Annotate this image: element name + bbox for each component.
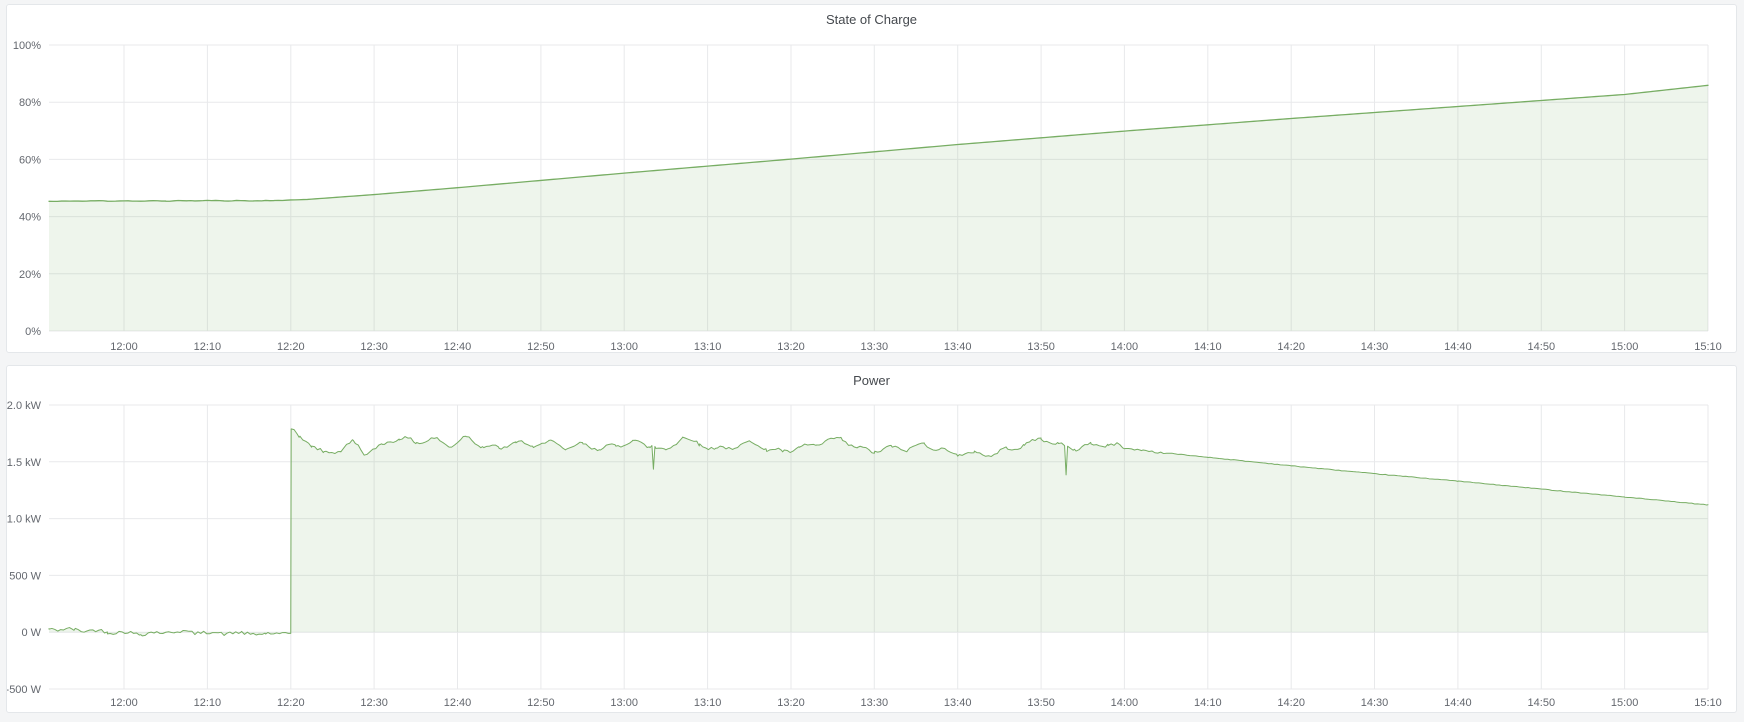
panel-state-of-charge: State of Charge 0% 20% 40% 60% 80% 100% 12:00 1… xyxy=(6,4,1737,353)
y-axis-tick-label: 100% xyxy=(13,40,41,52)
y-axis-tick-label: 1.5 kW xyxy=(7,457,42,469)
x-axis-tick-label: 14:40 xyxy=(1444,697,1472,709)
y-axis-tick-label: 80% xyxy=(19,97,41,109)
x-axis-tick-label: 14:10 xyxy=(1194,697,1222,709)
x-axis-tick-label: 12:40 xyxy=(444,697,472,709)
x-axis-tick-label: 14:40 xyxy=(1444,341,1472,353)
state-of-charge-series-line xyxy=(48,84,1709,203)
x-axis-tick-label: 13:40 xyxy=(944,697,972,709)
y-axis-tick-label: 0 W xyxy=(21,627,41,639)
x-axis-tick-label: 13:10 xyxy=(694,697,722,709)
x-axis-tick-label: 14:50 xyxy=(1528,697,1556,709)
x-axis-tick-label: 12:00 xyxy=(110,697,138,709)
x-axis-tick-label: 13:00 xyxy=(610,341,638,353)
x-axis-tick-label: 12:10 xyxy=(194,341,222,353)
power-chart[interactable]: -500 W 0 W 500 W 1.0 kW 1.5 kW 2.0 kW 12:00 12:… xyxy=(7,366,1737,713)
x-axis-tick-label: 13:00 xyxy=(610,697,638,709)
x-axis-tick-label: 13:20 xyxy=(777,697,805,709)
x-axis-tick-label: 12:50 xyxy=(527,697,555,709)
x-axis-tick-label: 12:30 xyxy=(360,697,388,709)
x-axis-tick-label: 12:00 xyxy=(110,341,138,353)
x-axis-tick-label: 14:30 xyxy=(1361,697,1389,709)
x-axis-tick-label: 13:30 xyxy=(861,697,889,709)
x-axis-tick-label: 12:40 xyxy=(444,341,472,353)
y-axis-tick-label: 1.0 kW xyxy=(7,514,42,526)
x-axis-tick-label: 13:10 xyxy=(694,341,722,353)
panel-title-power[interactable]: Power xyxy=(853,373,890,388)
x-axis-tick-label: 14:00 xyxy=(1111,697,1139,709)
x-axis-tick-label: 14:30 xyxy=(1361,341,1389,353)
x-axis-tick-label: 13:30 xyxy=(861,341,889,353)
x-axis-tick-label: 14:20 xyxy=(1277,697,1305,709)
state-of-charge-series-area xyxy=(49,85,1708,331)
x-axis-tick-label: 15:00 xyxy=(1611,697,1639,709)
panel-power: Power -500 W 0 W 500 W 1.0 kW 1.5 kW 2.0 kW 12… xyxy=(6,365,1737,713)
y-axis-tick-label: 2.0 kW xyxy=(7,400,42,412)
x-axis-tick-label: 13:20 xyxy=(777,341,805,353)
x-axis-tick-label: 12:20 xyxy=(277,341,305,353)
state-of-charge-chart[interactable]: 0% 20% 40% 60% 80% 100% 12:00 12:10 12:20 12:30 12… xyxy=(7,5,1737,353)
x-axis-tick-label: 14:20 xyxy=(1277,341,1305,353)
x-axis-tick-label: 14:00 xyxy=(1111,341,1139,353)
x-axis-tick-label: 14:10 xyxy=(1194,341,1222,353)
x-axis-tick-label: 15:10 xyxy=(1694,697,1722,709)
x-axis-tick-label: 14:50 xyxy=(1528,341,1556,353)
y-axis-tick-label: 500 W xyxy=(9,570,41,582)
power-series-area xyxy=(49,428,1708,636)
x-axis-tick-label: 13:50 xyxy=(1027,697,1055,709)
y-axis-tick-label: 0% xyxy=(25,326,41,338)
power-series-line xyxy=(48,428,1709,637)
y-axis-tick-label: 60% xyxy=(19,154,41,166)
y-axis-tick-label: 20% xyxy=(19,269,41,281)
x-axis-tick-label: 12:20 xyxy=(277,697,305,709)
y-axis-tick-label: -500 W xyxy=(7,684,42,696)
x-axis-tick-label: 13:50 xyxy=(1027,341,1055,353)
x-axis-tick-label: 12:10 xyxy=(194,697,222,709)
x-axis-tick-label: 13:40 xyxy=(944,341,972,353)
x-axis-tick-label: 15:10 xyxy=(1694,341,1722,353)
panel-title-state-of-charge[interactable]: State of Charge xyxy=(825,12,918,27)
x-axis-tick-label: 12:30 xyxy=(360,341,388,353)
x-axis-tick-label: 12:50 xyxy=(527,341,555,353)
x-axis-tick-label: 15:00 xyxy=(1611,341,1639,353)
y-axis-tick-label: 40% xyxy=(19,212,41,224)
